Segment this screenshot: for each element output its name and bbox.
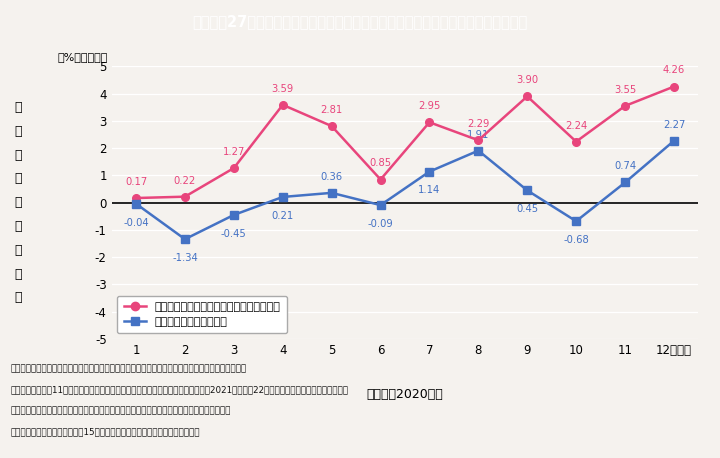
Text: へ: へ [14,220,22,233]
Text: 2.29: 2.29 [467,119,490,129]
Text: -0.68: -0.68 [563,235,589,245]
Text: 力: 力 [14,172,22,185]
Text: ２．「第11回コロナ下の女性への影響と課題に関する研究会」（令和３（2021）年４月22日）山口構成員提出資料より作成。: ２．「第11回コロナ下の女性への影響と課題に関する研究会」（令和３（2021）年… [11,385,349,394]
Text: 1.91: 1.91 [467,130,490,140]
Text: 0.22: 0.22 [174,175,196,185]
Text: 0.21: 0.21 [271,211,294,221]
Text: 0.45: 0.45 [516,204,539,214]
Text: 3.59: 3.59 [271,84,294,94]
Text: 0.17: 0.17 [125,177,147,187]
Text: 3.55: 3.55 [614,85,636,95]
Text: -1.34: -1.34 [172,253,198,263]
Text: 働: 働 [14,148,22,162]
Text: 率: 率 [14,196,22,209]
Text: 0.74: 0.74 [614,161,636,171]
Legend: 末子が未就学又は小学生である有配偶女性, 子供のいない有配偶女性: 末子が未就学又は小学生である有配偶女性, 子供のいない有配偶女性 [117,295,287,333]
Text: （%ポイント）: （%ポイント） [58,52,108,62]
Text: 2.95: 2.95 [418,101,441,111]
Text: 効: 効 [14,267,22,281]
Text: 2.81: 2.81 [320,105,343,115]
Text: 2.24: 2.24 [565,120,588,131]
Text: 果: 果 [14,291,22,305]
Text: 労: 労 [14,125,22,138]
Text: の: の [14,244,22,257]
Text: 1.27: 1.27 [222,147,245,157]
Text: 3.90: 3.90 [516,75,539,85]
Text: 0.36: 0.36 [320,172,343,182]
Text: -0.09: -0.09 [368,219,393,229]
Text: 令和２（2020）年: 令和２（2020）年 [366,388,444,401]
Text: 0.85: 0.85 [369,158,392,169]
Text: 2.27: 2.27 [663,120,685,130]
Text: ３．比較に当たり，学歴，年齢，地域，産業，職業，雇用形態の差は除去している。: ３．比較に当たり，学歴，年齢，地域，産業，職業，雇用形態の差は除去している。 [11,406,231,415]
Text: 非: 非 [14,101,22,114]
Text: ４．非労働力率とは，15歳以上の人口に占める非労働力人口の割合。: ４．非労働力率とは，15歳以上の人口に占める非労働力人口の割合。 [11,427,200,436]
Text: Ｉ－特－27図　２つのグループ間での「コロナ効果」の比較：非労働力率への効果: Ｉ－特－27図 ２つのグループ間での「コロナ効果」の比較：非労働力率への効果 [192,14,528,29]
Text: -0.45: -0.45 [221,229,247,239]
Text: 1.14: 1.14 [418,185,441,196]
Text: （備考）１．総務省統計局所管の「労働力調査」の調査票情報を利用して独自に集計を行ったもの。: （備考）１．総務省統計局所管の「労働力調査」の調査票情報を利用して独自に集計を行… [11,364,247,373]
Text: -0.04: -0.04 [123,218,149,228]
Text: 4.26: 4.26 [663,65,685,76]
